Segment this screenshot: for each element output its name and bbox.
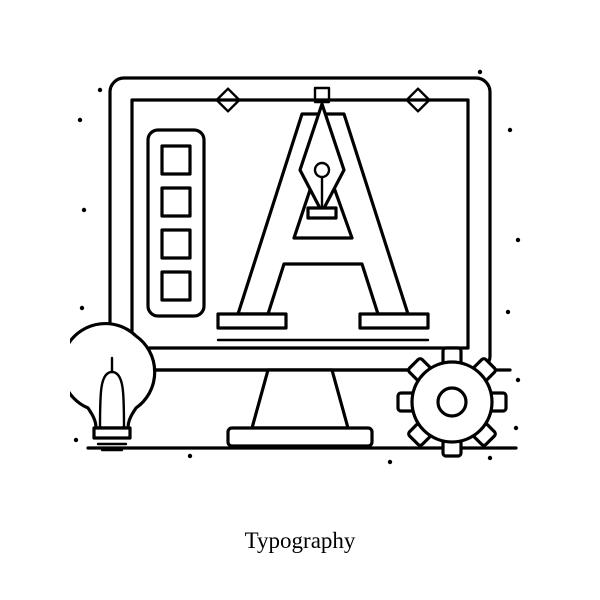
lightbulb-icon <box>70 324 155 450</box>
typography-line-art: .st-main{fill:#ffffff;stroke:#000000;str… <box>70 60 530 500</box>
gear-icon <box>398 348 506 456</box>
toolbar-palette <box>148 130 204 316</box>
caption-label: Typography <box>0 528 600 554</box>
typography-illustration: .st-main{fill:#ffffff;stroke:#000000;str… <box>0 0 600 600</box>
